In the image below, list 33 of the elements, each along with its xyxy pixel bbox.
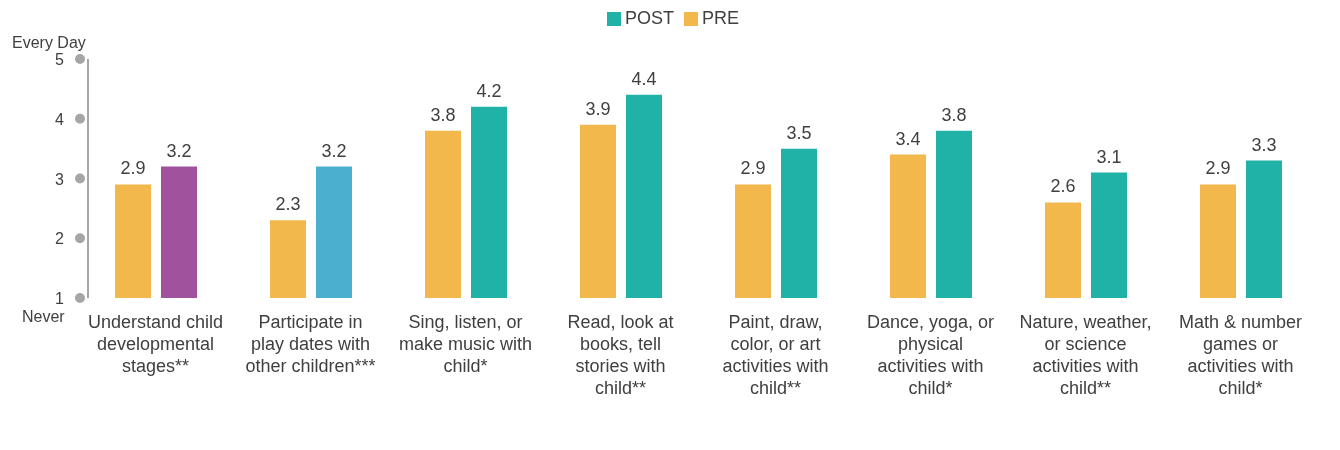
y-tick-label: 2 bbox=[55, 230, 65, 248]
data-label: 3.8 bbox=[941, 104, 967, 125]
data-label: 2.3 bbox=[275, 194, 301, 215]
x-tick-label: Paint, draw, color, or art activities with child** bbox=[722, 312, 829, 398]
data-label: 3.8 bbox=[430, 104, 456, 125]
x-tick-label: Nature, weather, or science activities with child** bbox=[1019, 312, 1152, 398]
data-label: 3.9 bbox=[585, 98, 611, 119]
data-label: 4.2 bbox=[476, 80, 502, 101]
data-label: 2.9 bbox=[1205, 158, 1231, 179]
data-label: 3.2 bbox=[166, 140, 192, 161]
legend-label: POST bbox=[624, 8, 674, 28]
data-label: 2.6 bbox=[1050, 176, 1076, 197]
data-label: 3.5 bbox=[786, 122, 812, 143]
legend-label: PRE bbox=[702, 8, 740, 28]
data-label: 2.9 bbox=[740, 158, 766, 179]
data-label: 3.3 bbox=[1251, 134, 1277, 155]
x-tick-label: Dance, yoga, or physical activities with child* bbox=[866, 312, 995, 398]
data-label: 3.4 bbox=[895, 128, 921, 149]
x-tick-label: Sing, listen, or make music with child* bbox=[398, 312, 533, 376]
data-label: 4.4 bbox=[631, 68, 657, 89]
x-tick-label: Math & number games or activities with child* bbox=[1178, 312, 1303, 398]
data-label: 2.9 bbox=[120, 158, 146, 179]
data-label: 3.1 bbox=[1096, 146, 1122, 167]
y-tick-label: 1 bbox=[55, 290, 65, 307]
text: Every Day bbox=[12, 34, 86, 52]
x-tick-label: Participate in play dates with other children*** bbox=[245, 312, 376, 376]
y-tick-label: 5 bbox=[55, 51, 65, 68]
y-tick-label: 3 bbox=[55, 170, 65, 188]
text: Never bbox=[22, 308, 65, 326]
x-tick-label: Read, look at books, tell stories with child** bbox=[567, 312, 674, 398]
x-tick-label: Understand child developmental stages** bbox=[87, 312, 224, 376]
y-tick-label: 4 bbox=[55, 110, 65, 128]
data-label: 3.2 bbox=[321, 140, 347, 161]
